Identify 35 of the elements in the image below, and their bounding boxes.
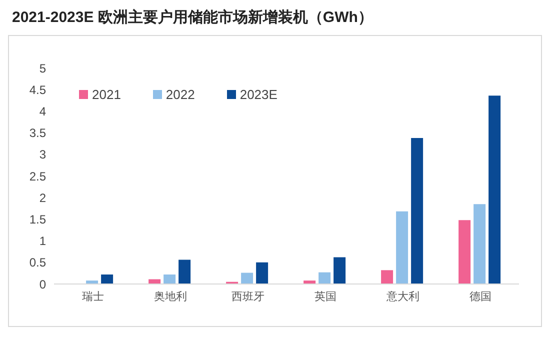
y-tick-label: 1	[39, 234, 46, 248]
legend-label: 2022	[166, 87, 195, 102]
x-tick-label: 瑞士	[82, 290, 104, 303]
y-tick-label: 0	[39, 277, 46, 292]
legend-label: 2021	[92, 87, 121, 102]
bar	[396, 211, 408, 284]
bar	[178, 260, 191, 284]
x-tick-label: 奥地利	[154, 290, 187, 303]
bar	[334, 257, 346, 284]
bar	[474, 204, 486, 284]
bar	[164, 274, 176, 284]
y-tick-label: 3.5	[29, 126, 46, 140]
bar	[381, 270, 394, 284]
bar	[241, 272, 254, 284]
bar	[458, 220, 471, 284]
legend-label: 2023E	[240, 87, 278, 102]
chart-title: 2021-2023E 欧洲主要户用储能市场新增装机（GWh）	[12, 8, 374, 27]
bar	[411, 138, 424, 284]
bar	[318, 272, 331, 284]
y-tick-label: 4.5	[29, 82, 46, 97]
x-tick-label: 意大利	[385, 290, 420, 303]
y-tick-label: 2	[39, 190, 46, 205]
y-tick-label: 0.5	[29, 256, 46, 270]
bar	[101, 274, 114, 284]
y-tick-label: 2.5	[29, 169, 46, 184]
y-tick-label: 4	[39, 104, 46, 118]
bar	[488, 96, 501, 284]
x-tick-label: 英国	[314, 290, 336, 303]
bar	[148, 279, 161, 284]
x-tick-label: 德国	[469, 290, 492, 303]
y-tick-label: 1.5	[29, 212, 46, 226]
x-tick-label: 西班牙	[231, 290, 264, 303]
bar	[256, 262, 268, 284]
y-tick-label: 3	[39, 148, 46, 162]
y-tick-label: 5	[39, 61, 46, 76]
